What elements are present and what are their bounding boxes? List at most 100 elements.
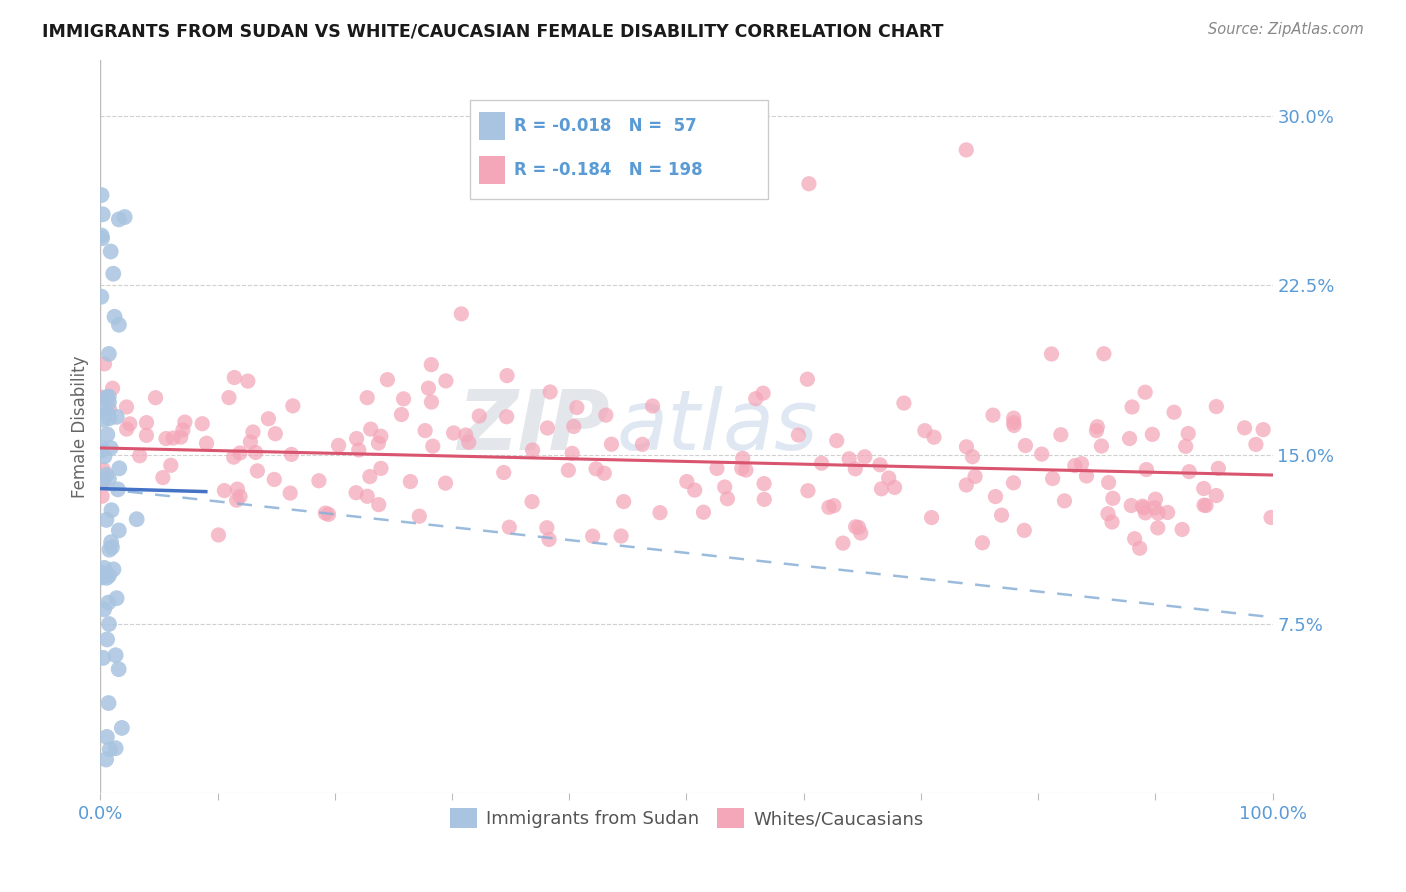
Point — [818, 500, 841, 515]
Point — [111, 721, 134, 735]
Point — [1174, 439, 1197, 453]
Point — [100, 441, 122, 455]
Point — [562, 419, 585, 434]
Point — [536, 521, 558, 535]
Point — [731, 451, 754, 466]
Point — [600, 437, 623, 451]
Point — [955, 478, 977, 492]
Point — [520, 494, 543, 508]
Point — [115, 400, 138, 414]
Point — [731, 461, 754, 475]
Point — [90, 443, 112, 458]
Point — [359, 469, 381, 483]
Point — [98, 411, 121, 425]
Point — [848, 520, 870, 534]
Point — [1195, 499, 1218, 513]
Point — [990, 508, 1012, 523]
Point — [752, 476, 775, 491]
Point — [105, 591, 128, 606]
Point — [96, 513, 118, 527]
Point — [90, 290, 112, 304]
Point — [1156, 506, 1178, 520]
Point — [914, 424, 936, 438]
Point — [557, 463, 579, 477]
Point — [91, 651, 114, 665]
Point — [229, 490, 252, 504]
Point — [392, 392, 415, 406]
Point — [367, 436, 389, 450]
Point — [98, 742, 121, 756]
Point — [96, 467, 118, 482]
Point — [869, 458, 891, 472]
Point — [93, 475, 115, 489]
Point — [754, 492, 776, 507]
Point — [1177, 426, 1199, 441]
Point — [825, 434, 848, 448]
Point — [1063, 458, 1085, 473]
Point — [1002, 411, 1025, 425]
Point — [226, 482, 249, 496]
Point — [263, 472, 285, 486]
Point — [93, 357, 115, 371]
FancyBboxPatch shape — [479, 156, 505, 184]
Point — [97, 696, 120, 710]
Point — [631, 437, 654, 451]
Point — [1002, 418, 1025, 433]
Text: R = -0.184   N = 198: R = -0.184 N = 198 — [515, 161, 703, 178]
Point — [1076, 469, 1098, 483]
Point — [1070, 457, 1092, 471]
Point — [1097, 507, 1119, 521]
Point — [922, 430, 945, 444]
Point — [810, 456, 832, 470]
Point — [1132, 500, 1154, 515]
Point — [91, 489, 114, 503]
Point — [98, 542, 121, 557]
FancyBboxPatch shape — [479, 112, 505, 139]
Point — [224, 370, 246, 384]
Point — [155, 432, 177, 446]
Point — [1143, 500, 1166, 515]
Point — [1208, 461, 1230, 475]
Point — [522, 443, 544, 458]
Point — [454, 428, 477, 442]
Point — [585, 462, 607, 476]
Point — [107, 662, 129, 676]
Point — [1163, 405, 1185, 419]
Point — [145, 391, 167, 405]
Point — [752, 386, 775, 401]
Point — [96, 571, 118, 585]
Point — [713, 480, 735, 494]
Point — [870, 482, 893, 496]
Point — [347, 442, 370, 457]
Point — [214, 483, 236, 498]
Point — [1014, 438, 1036, 452]
Point — [1251, 423, 1274, 437]
Legend: Immigrants from Sudan, Whites/Caucasians: Immigrants from Sudan, Whites/Caucasians — [443, 800, 931, 836]
Point — [420, 358, 443, 372]
Point — [692, 505, 714, 519]
Point — [97, 347, 120, 361]
Point — [356, 489, 378, 503]
Point — [93, 602, 115, 616]
Point — [422, 439, 444, 453]
Point — [1178, 465, 1201, 479]
Point — [1146, 521, 1168, 535]
Point — [1192, 482, 1215, 496]
Point — [1123, 532, 1146, 546]
Point — [97, 472, 120, 486]
Point — [1040, 347, 1063, 361]
Point — [125, 512, 148, 526]
Point — [877, 471, 900, 485]
Point — [89, 390, 111, 404]
Point — [434, 476, 457, 491]
Point — [1085, 419, 1108, 434]
Point — [98, 617, 121, 632]
Point — [450, 307, 472, 321]
Point — [963, 469, 986, 483]
Point — [108, 461, 131, 475]
Point — [797, 483, 820, 498]
Point — [413, 424, 436, 438]
Point — [844, 462, 866, 476]
Point — [1244, 437, 1267, 451]
Point — [418, 381, 440, 395]
